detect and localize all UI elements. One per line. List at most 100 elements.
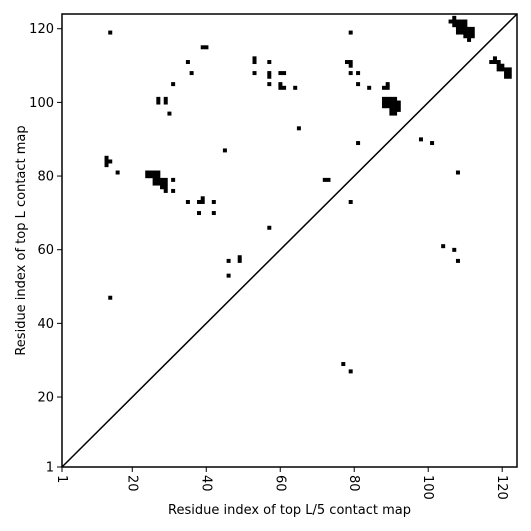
contact-point: [367, 85, 372, 90]
contact-point: [163, 181, 168, 186]
contact-point: [389, 100, 394, 105]
contact-point: [396, 107, 401, 112]
contact-point: [200, 45, 205, 50]
contact-point: [152, 170, 157, 175]
contact-point: [344, 60, 349, 65]
contact-point: [381, 96, 386, 101]
contact-point: [448, 19, 453, 24]
contact-point: [282, 85, 287, 90]
contact-point: [496, 63, 501, 68]
contact-point: [222, 148, 227, 153]
x-tick-label: 100: [420, 475, 435, 500]
contact-point: [163, 100, 168, 105]
contact-point: [152, 177, 157, 182]
contact-point: [167, 111, 172, 116]
contact-point: [389, 96, 394, 101]
contact-point: [452, 23, 457, 28]
contact-point: [459, 19, 464, 24]
y-tick-label: 60: [37, 243, 54, 258]
contact-point: [470, 34, 475, 39]
contact-point: [463, 19, 468, 24]
contact-point: [211, 211, 216, 216]
contact-marks: [104, 15, 512, 374]
contact-point: [104, 155, 109, 160]
y-tick-label: 100: [29, 96, 54, 111]
contact-point: [385, 100, 390, 105]
contact-point: [467, 34, 472, 39]
x-tick-label: 60: [272, 475, 287, 492]
contact-point: [267, 71, 272, 76]
contact-point: [348, 60, 353, 65]
contact-point: [455, 30, 460, 35]
contact-point: [252, 56, 257, 61]
contact-point: [389, 104, 394, 109]
contact-point: [348, 63, 353, 68]
contact-point: [463, 34, 468, 39]
contact-point: [200, 199, 205, 204]
contact-point: [459, 23, 464, 28]
contact-point: [496, 60, 501, 65]
contact-point: [396, 104, 401, 109]
contact-point: [470, 30, 475, 35]
contact-point: [148, 170, 153, 175]
contact-point: [145, 170, 150, 175]
contact-point: [156, 174, 161, 179]
contact-point: [489, 60, 494, 65]
diagonal-line-path: [61, 13, 518, 468]
contact-point: [385, 96, 390, 101]
contact-point: [393, 111, 398, 116]
contact-point: [492, 60, 497, 65]
contact-point: [171, 177, 176, 182]
contact-point: [156, 177, 161, 182]
contact-point: [204, 45, 209, 50]
contact-point: [185, 199, 190, 204]
contact-point: [507, 67, 512, 72]
contact-point: [389, 107, 394, 112]
contact-point: [356, 71, 361, 76]
contact-point: [507, 71, 512, 76]
contact-point: [226, 258, 231, 263]
contact-point: [385, 104, 390, 109]
contact-point: [452, 15, 457, 20]
y-tick-label: 1: [46, 461, 54, 476]
diagonal-line: [61, 13, 518, 468]
contact-point: [326, 177, 331, 182]
contact-point: [504, 74, 509, 79]
contact-point: [252, 60, 257, 65]
contact-point: [156, 100, 161, 105]
contact-point: [396, 100, 401, 105]
contact-point: [152, 181, 157, 186]
contact-point: [418, 137, 423, 142]
contact-point: [200, 196, 205, 201]
contact-point: [455, 26, 460, 31]
contact-point: [156, 96, 161, 101]
contact-point: [108, 159, 113, 164]
contact-point: [296, 126, 301, 131]
contact-point: [455, 19, 460, 24]
contact-point: [470, 26, 475, 31]
contact-point: [463, 23, 468, 28]
contact-point: [148, 174, 153, 179]
contact-point: [356, 82, 361, 87]
contact-point: [293, 85, 298, 90]
contact-point: [237, 255, 242, 260]
contact-point: [463, 26, 468, 31]
y-tick-label: 120: [29, 22, 54, 37]
y-tick-label: 20: [37, 391, 54, 406]
x-tick-label: 20: [124, 475, 139, 492]
plot-frame: [61, 13, 518, 468]
contact-point: [171, 82, 176, 87]
contact-point: [348, 71, 353, 76]
contact-point: [393, 107, 398, 112]
contact-point: [226, 273, 231, 278]
contact-point: [504, 71, 509, 76]
contact-point: [156, 181, 161, 186]
contact-point: [452, 19, 457, 24]
contact-point: [197, 199, 202, 204]
contact-point: [267, 74, 272, 79]
contact-point: [237, 258, 242, 263]
contact-point: [171, 188, 176, 193]
contact-point: [455, 170, 460, 175]
contact-point: [104, 163, 109, 168]
